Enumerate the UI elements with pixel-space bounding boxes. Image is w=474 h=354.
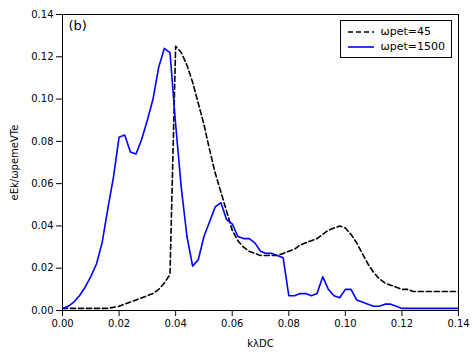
html-text:ωpet=1500: ωpet=1500 <box>380 40 445 53</box>
svg-text:0.12: 0.12 <box>391 318 413 329</box>
svg-text:0.14: 0.14 <box>31 9 53 20</box>
svg-text:0.04: 0.04 <box>165 318 187 329</box>
svg-text:0.02: 0.02 <box>31 262 53 273</box>
svg-text:0.04: 0.04 <box>31 220 53 231</box>
svg-text:0.10: 0.10 <box>334 318 356 329</box>
svg-text:0.02: 0.02 <box>108 318 130 329</box>
svg-text:0.10: 0.10 <box>31 93 53 104</box>
svg-text:0.08: 0.08 <box>31 136 53 147</box>
svg-text:(b): (b) <box>69 18 87 33</box>
svg-text:0.12: 0.12 <box>31 51 53 62</box>
svg-text:0.00: 0.00 <box>51 318 73 329</box>
html-text:ωpet=45: ωpet=45 <box>380 25 431 38</box>
svg-text:0.06: 0.06 <box>221 318 243 329</box>
svg-text:0.08: 0.08 <box>278 318 300 329</box>
svg-text:0.06: 0.06 <box>31 178 53 189</box>
svg-text:eEk/ωpemeVTe: eEk/ωpemeVTe <box>9 125 20 201</box>
svg-text:0.00: 0.00 <box>31 305 53 316</box>
svg-text:0.14: 0.14 <box>447 318 469 329</box>
svg-text:kλDC: kλDC <box>247 338 273 349</box>
